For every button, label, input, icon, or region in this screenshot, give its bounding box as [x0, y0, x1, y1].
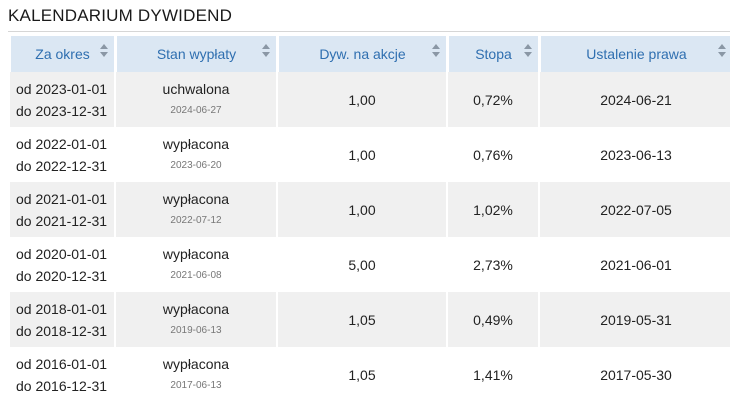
column-header-record-date[interactable]: Ustalenie prawa: [540, 36, 730, 72]
title-divider: [8, 31, 730, 32]
column-header-dividend[interactable]: Dyw. na akcje: [278, 36, 446, 72]
period-to: do 2023-12-31: [16, 102, 108, 119]
column-header-label: Stan wypłaty: [156, 46, 237, 62]
table-row: od 2020-01-01 do 2020-12-31 wypłacona 2021…: [10, 237, 730, 292]
sort-icon[interactable]: [432, 44, 440, 60]
status-date: 2019-06-13: [170, 324, 222, 336]
record-date-cell: 2024-06-21: [540, 72, 730, 127]
record-date-cell: 2022-07-05: [540, 182, 730, 237]
dividend-cell: 1,00: [278, 182, 446, 237]
sort-icon[interactable]: [262, 44, 270, 60]
period-to: do 2022-12-31: [16, 157, 108, 174]
period-cell: od 2016-01-01 do 2016-12-31: [10, 347, 114, 402]
rate-cell: 1,41%: [448, 347, 538, 402]
column-header-rate[interactable]: Stopa: [448, 36, 538, 72]
column-header-period[interactable]: Za okres: [10, 36, 114, 72]
record-date-cell: 2023-06-13: [540, 127, 730, 182]
page-title: KALENDARIUM DYWIDEND: [8, 6, 233, 25]
sort-icon[interactable]: [524, 44, 532, 60]
period-to: do 2021-12-31: [16, 212, 108, 229]
status-text: wypłacona: [162, 245, 230, 262]
dividend-cell: 1,05: [278, 292, 446, 347]
dividend-cell: 1,00: [278, 127, 446, 182]
column-header-label: Ustalenie prawa: [586, 46, 687, 62]
period-from: od 2018-01-01: [16, 300, 108, 317]
period-from: od 2022-01-01: [16, 135, 108, 152]
dividend-cell: 1,05: [278, 347, 446, 402]
status-date: 2024-06-27: [170, 104, 222, 116]
status-date: 2022-07-12: [170, 214, 222, 226]
status-date: 2023-06-20: [170, 159, 222, 171]
status-text: wypłacona: [162, 135, 230, 152]
record-date-cell: 2021-06-01: [540, 237, 730, 292]
status-cell: wypłacona 2023-06-20: [116, 127, 276, 182]
period-from: od 2020-01-01: [16, 245, 108, 262]
status-cell: wypłacona 2021-06-08: [116, 237, 276, 292]
table-row: od 2018-01-01 do 2018-12-31 wypłacona 2019…: [10, 292, 730, 347]
status-text: wypłacona: [162, 300, 230, 317]
rate-cell: 0,72%: [448, 72, 538, 127]
period-to: do 2018-12-31: [16, 322, 108, 339]
column-header-label: Dyw. na akcje: [319, 46, 406, 62]
record-date-cell: 2019-05-31: [540, 292, 730, 347]
status-date: 2021-06-08: [170, 269, 222, 281]
status-text: wypłacona: [162, 190, 230, 207]
period-cell: od 2020-01-01 do 2020-12-31: [10, 237, 114, 292]
status-cell: wypłacona 2019-06-13: [116, 292, 276, 347]
table-row: od 2016-01-01 do 2016-12-31 wypłacona 2017…: [10, 347, 730, 402]
rate-cell: 0,49%: [448, 292, 538, 347]
status-cell: wypłacona 2022-07-12: [116, 182, 276, 237]
status-cell: wypłacona 2017-06-13: [116, 347, 276, 402]
column-header-status[interactable]: Stan wypłaty: [116, 36, 276, 72]
period-from: od 2016-01-01: [16, 355, 108, 372]
status-date: 2017-06-13: [170, 379, 222, 391]
status-text: uchwalona: [162, 80, 230, 97]
rate-cell: 1,02%: [448, 182, 538, 237]
period-from: od 2021-01-01: [16, 190, 108, 207]
period-to: do 2020-12-31: [16, 267, 108, 284]
rate-cell: 0,76%: [448, 127, 538, 182]
column-header-label: Za okres: [35, 46, 90, 62]
table-row: od 2021-01-01 do 2021-12-31 wypłacona 2022…: [10, 182, 730, 237]
rate-cell: 2,73%: [448, 237, 538, 292]
dividend-calendar-table: Za okres Stan wypłaty Dyw. na akcje Stop…: [8, 36, 730, 402]
period-cell: od 2022-01-01 do 2022-12-31: [10, 127, 114, 182]
column-header-label: Stopa: [475, 46, 512, 62]
period-to: do 2016-12-31: [16, 377, 108, 394]
sort-icon[interactable]: [100, 44, 108, 60]
period-cell: od 2021-01-01 do 2021-12-31: [10, 182, 114, 237]
period-from: od 2023-01-01: [16, 80, 108, 97]
period-cell: od 2023-01-01 do 2023-12-31: [10, 72, 114, 127]
period-cell: od 2018-01-01 do 2018-12-31: [10, 292, 114, 347]
table-header-row: Za okres Stan wypłaty Dyw. na akcje Stop…: [10, 36, 730, 72]
record-date-cell: 2017-05-30: [540, 347, 730, 402]
sort-icon[interactable]: [718, 44, 726, 60]
dividend-cell: 5,00: [278, 237, 446, 292]
table-row: od 2022-01-01 do 2022-12-31 wypłacona 2023…: [10, 127, 730, 182]
dividend-cell: 1,00: [278, 72, 446, 127]
status-text: wypłacona: [162, 355, 230, 372]
table-row: od 2023-01-01 do 2023-12-31 uchwalona 2024…: [10, 72, 730, 127]
status-cell: uchwalona 2024-06-27: [116, 72, 276, 127]
